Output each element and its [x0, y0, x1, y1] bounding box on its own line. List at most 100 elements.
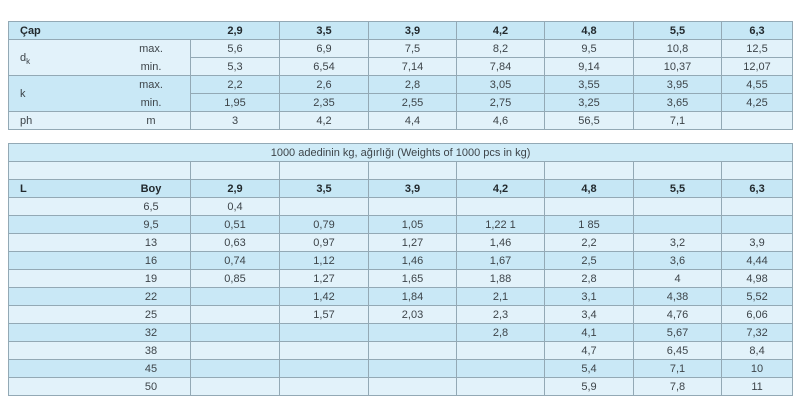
weight-cell	[369, 360, 457, 378]
empty-cell	[369, 162, 457, 180]
weight-cell: 1,27	[280, 270, 369, 288]
table-row-boy-38: 38 4,7 6,45 8,4	[9, 342, 794, 360]
boy-cell: 13	[112, 234, 191, 252]
weight-cell: 1,42	[280, 288, 369, 306]
weight-cell: 2,3	[457, 306, 545, 324]
value-cell: 5,3	[191, 58, 280, 76]
spacer-row	[9, 162, 794, 180]
weight-cell	[369, 378, 457, 396]
weight-cell: 0,63	[191, 234, 280, 252]
weight-cell	[191, 324, 280, 342]
diameter-header-cell: 4,8	[545, 22, 634, 40]
weight-cell	[545, 198, 634, 216]
diameter-header-cell: 3,9	[369, 22, 457, 40]
weight-cell	[457, 360, 545, 378]
weight-cell	[722, 216, 794, 234]
limit-label: min.	[112, 94, 191, 112]
table-row-dk-min: min. 5,3 6,54 7,14 7,84 9,14 10,37 12,07	[9, 58, 793, 76]
boy-cell: 22	[112, 288, 191, 306]
value-cell: 56,5	[545, 112, 634, 130]
diameter-header-cell: 6,3	[722, 180, 794, 198]
empty-cell	[191, 162, 280, 180]
value-cell: 7,1	[634, 112, 722, 130]
weight-cell: 4	[634, 270, 722, 288]
boy-cell: 50	[112, 378, 191, 396]
value-cell: 7,84	[457, 58, 545, 76]
weight-cell: 1,57	[280, 306, 369, 324]
limit-label: min.	[112, 58, 191, 76]
empty-cell	[545, 162, 634, 180]
weights-table-title: 1000 adedinin kg, ağırlığı (Weights of 1…	[9, 144, 794, 162]
weight-cell: 1,65	[369, 270, 457, 288]
weight-cell	[369, 324, 457, 342]
weight-cell	[280, 342, 369, 360]
value-cell: 3,05	[457, 76, 545, 94]
table-row-boy-25: 25 1,57 2,03 2,3 3,4 4,76 6,06	[9, 306, 794, 324]
dimensions-table: Çap 2,9 3,5 3,9 4,2 4,8 5,5 6,3 dk max. …	[8, 21, 793, 130]
weight-cell	[191, 306, 280, 324]
weight-cell	[722, 198, 794, 216]
weight-cell: 5,67	[634, 324, 722, 342]
weight-cell	[369, 198, 457, 216]
weight-cell: 10	[722, 360, 794, 378]
value-cell: 2,8	[369, 76, 457, 94]
value-cell: 3	[191, 112, 280, 130]
weight-cell	[280, 198, 369, 216]
dk-label-subscript: k	[26, 56, 31, 66]
weight-cell: 2,1	[457, 288, 545, 306]
weight-cell: 2,2	[545, 234, 634, 252]
weight-cell	[280, 324, 369, 342]
empty-cell	[9, 378, 112, 396]
value-cell: 2,6	[280, 76, 369, 94]
value-cell: 12,07	[722, 58, 793, 76]
weight-cell: 1,46	[457, 234, 545, 252]
boy-cell: 32	[112, 324, 191, 342]
value-cell: 3,65	[634, 94, 722, 112]
diameter-header-cell: 4,8	[545, 180, 634, 198]
value-cell: 2,2	[191, 76, 280, 94]
value-cell: 2,55	[369, 94, 457, 112]
weight-cell: 4,44	[722, 252, 794, 270]
k-label: k	[20, 87, 26, 100]
empty-cell	[457, 162, 545, 180]
weight-cell: 2,8	[457, 324, 545, 342]
empty-cell	[280, 162, 369, 180]
value-cell: 7,14	[369, 58, 457, 76]
weight-cell: 4,98	[722, 270, 794, 288]
weight-cell: 5,52	[722, 288, 794, 306]
value-cell: 3,55	[545, 76, 634, 94]
weight-cell: 3,2	[634, 234, 722, 252]
weight-cell: 1,05	[369, 216, 457, 234]
weight-cell	[369, 342, 457, 360]
empty-cell	[9, 342, 112, 360]
weight-cell: 5,4	[545, 360, 634, 378]
weight-cell: 2,5	[545, 252, 634, 270]
boy-cell: 9,5	[112, 216, 191, 234]
value-cell: 5,6	[191, 40, 280, 58]
weight-cell: 1,22 1	[457, 216, 545, 234]
weights-table: 1000 adedinin kg, ağırlığı (Weights of 1…	[8, 143, 794, 396]
value-cell: 9,5	[545, 40, 634, 58]
weights-title-row: 1000 adedinin kg, ağırlığı (Weights of 1…	[9, 144, 794, 162]
limit-label: max.	[112, 40, 191, 58]
value-cell: 4,2	[280, 112, 369, 130]
row-label-k: k	[9, 76, 112, 112]
weight-cell: 3,1	[545, 288, 634, 306]
value-cell: 4,25	[722, 94, 793, 112]
weight-cell: 7,1	[634, 360, 722, 378]
empty-cell	[9, 162, 191, 180]
value-cell: 4,6	[457, 112, 545, 130]
weight-cell: 1,46	[369, 252, 457, 270]
weight-cell: 4,38	[634, 288, 722, 306]
weight-cell: 1,27	[369, 234, 457, 252]
table-row-boy-9-5: 9,5 0,51 0,79 1,05 1,22 1 1 85	[9, 216, 794, 234]
weight-cell: 0,97	[280, 234, 369, 252]
value-cell: 7,5	[369, 40, 457, 58]
table-row-k-max: k max. 2,2 2,6 2,8 3,05 3,55 3,95 4,55	[9, 76, 793, 112]
weight-cell: 0,79	[280, 216, 369, 234]
weight-cell: 1,84	[369, 288, 457, 306]
weight-cell	[191, 288, 280, 306]
table-row-boy-6-5: 6,5 0,4	[9, 198, 794, 216]
weight-cell: 6,06	[722, 306, 794, 324]
